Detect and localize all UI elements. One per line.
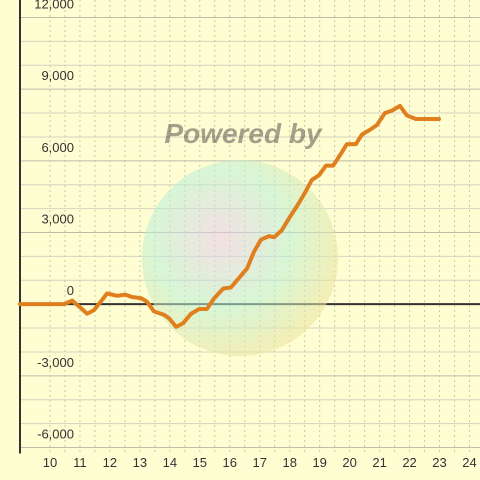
y-tick-label: 3,000 [41,212,74,227]
x-tick-label: 17 [253,455,267,470]
x-tick-label: 23 [432,455,446,470]
y-tick-label: 9,000 [41,68,74,83]
x-tick-label: 11 [73,455,87,470]
watermark-logo [142,160,338,356]
x-tick-label: 18 [282,455,296,470]
y-tick-label: 0 [67,283,74,298]
watermark: Powered by [164,118,323,149]
series-line [18,103,441,329]
x-tick-label: 21 [372,455,386,470]
plot: -6,000 -3,000 0 3,000 6,000 9,000 12,000 10 11 12… [18,0,477,470]
x-tick-label: 15 [193,455,207,470]
x-tick-label: 22 [402,455,416,470]
y-tick-label: 6,000 [41,140,74,155]
x-tick-label: 20 [342,455,356,470]
y-tick-label: -3,000 [37,355,74,370]
x-tick-label: 19 [312,455,326,470]
y-tick-label: 12,000 [34,0,74,12]
y-tick-label: -6,000 [37,427,74,442]
x-tick-label: 12 [103,455,117,470]
x-tick-label: 24 [462,455,476,470]
x-tick-label: 10 [43,455,57,470]
x-tick-label: 16 [223,455,237,470]
x-tick-label: 14 [163,455,177,470]
x-tick-label: 13 [133,455,147,470]
